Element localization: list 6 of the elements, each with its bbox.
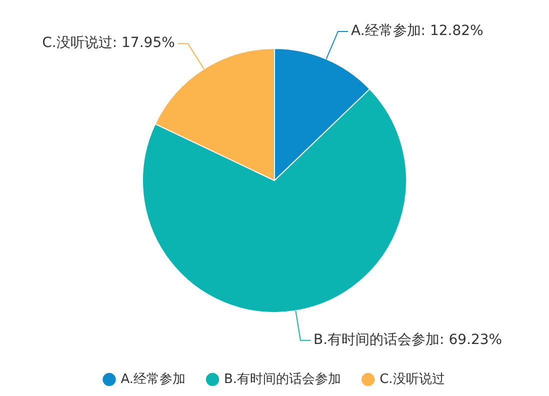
category-label: C.没听说过: 17.95%: [42, 35, 175, 52]
category-label: A.经常参加: 12.82%: [350, 23, 484, 40]
legend-label: B.有时间的话会参加: [224, 372, 342, 387]
category-label: B.有时间的话会参加: 69.23%: [313, 332, 502, 348]
legend-label: A.经常参加: [120, 372, 186, 387]
legend-label: C.没听说过: [380, 372, 445, 387]
